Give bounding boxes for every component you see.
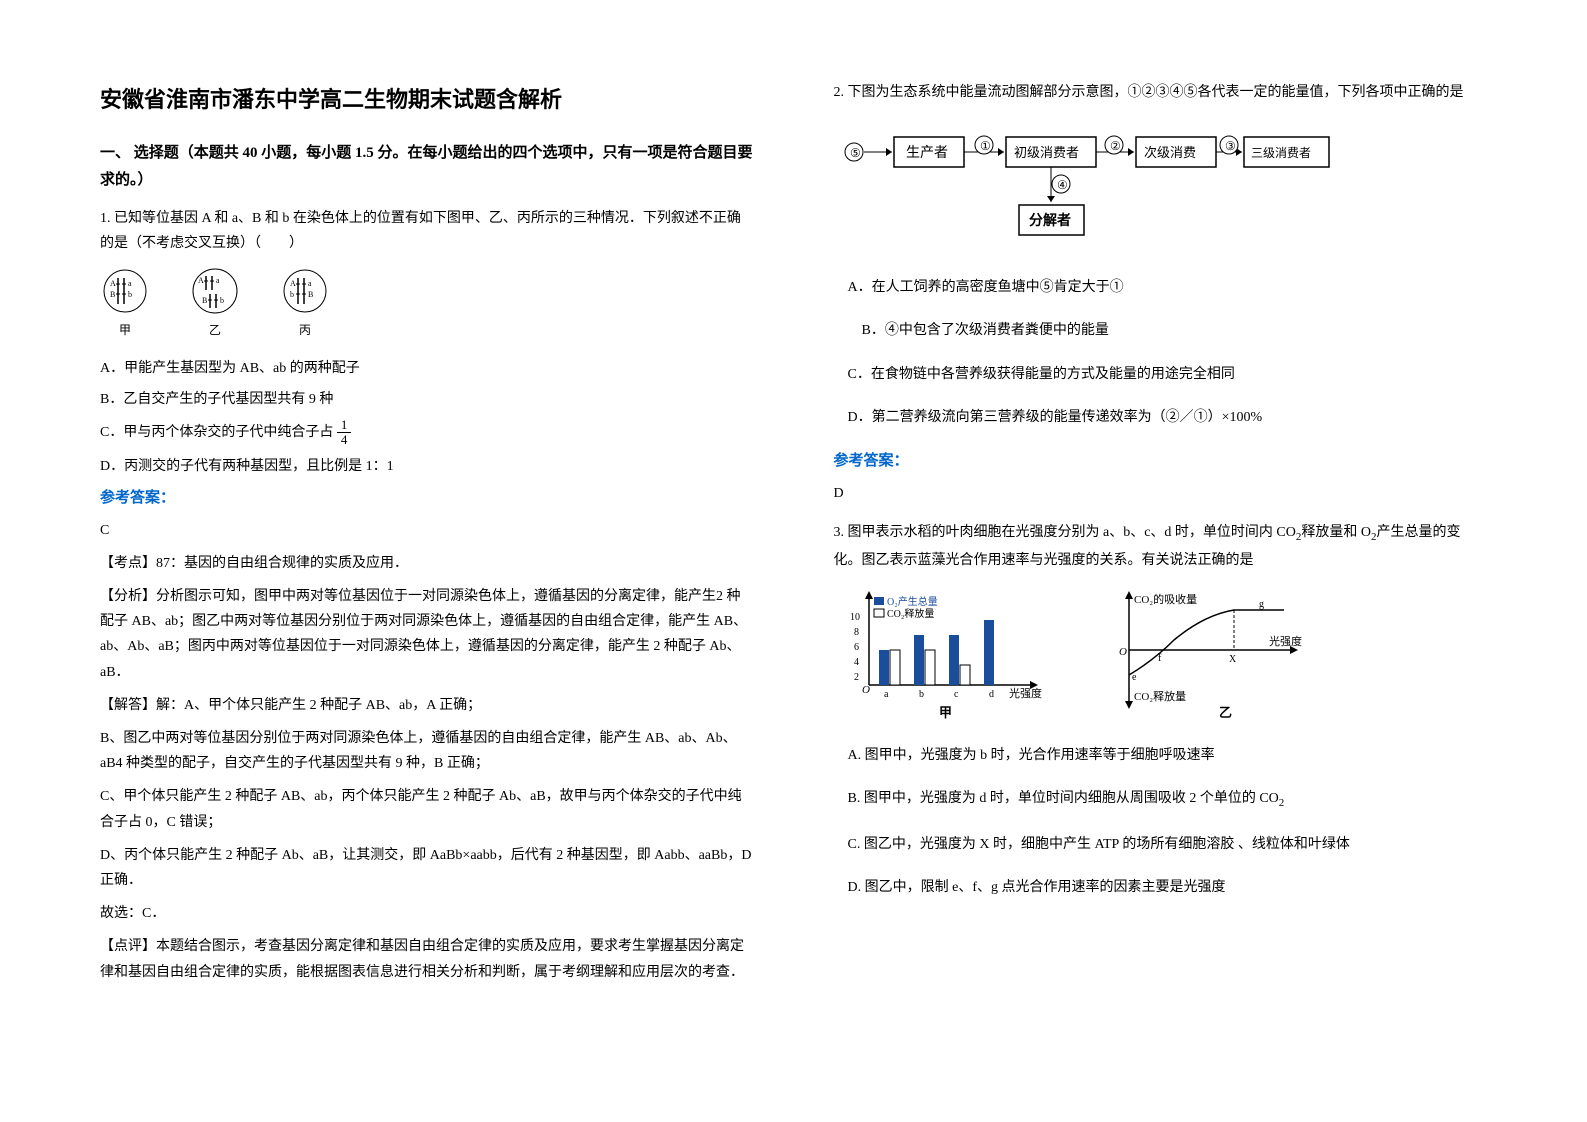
chart-yi: e f g O X 光强度 CO₂的吸收量 CO₂释放量 乙: [1094, 585, 1324, 725]
svg-text:B: B: [110, 290, 115, 299]
q1-answer: C: [100, 518, 754, 543]
q1-analysis-5: C、甲个体只能产生 2 种配子 AB、ab，丙个体只能产生 2 种配子 Ab、a…: [100, 784, 754, 834]
q1-option-d: D．丙测交的子代有两种基因型，且比例是 1：1: [100, 454, 754, 479]
q2-diagram: ⑤ 生产者 ① 初级消费者 ②: [834, 117, 1488, 257]
q1-optc-text: C．甲与丙个体杂交的子代中纯合子占: [100, 425, 333, 440]
svg-text:A: A: [290, 279, 296, 288]
svg-text:②: ②: [1110, 139, 1121, 153]
svg-text:生产者: 生产者: [906, 145, 948, 161]
svg-text:乙: 乙: [1219, 705, 1232, 720]
chromosome-yi-icon: A a B b: [190, 266, 240, 316]
left-column: 安徽省淮南市潘东中学高二生物期末试题含解析 一、 选择题（本题共 40 小题，每…: [100, 80, 754, 993]
svg-text:c: c: [954, 689, 959, 700]
label-bing: 丙: [299, 320, 311, 342]
q1-option-b: B．乙自交产生的子代基因型共有 9 种: [100, 387, 754, 412]
svg-text:①: ①: [980, 139, 991, 153]
svg-text:4: 4: [854, 657, 859, 668]
q3-option-d: D. 图乙中，限制 e、f、g 点光合作用速率的因素主要是光强度: [848, 875, 1488, 900]
label-jia: 甲: [119, 320, 131, 342]
q1-analysis-2: 【分析】分析图示可知，图甲中两对等位基因位于一对同源染色体上，遵循基因的分离定律…: [100, 584, 754, 685]
svg-text:B: B: [202, 296, 207, 305]
svg-text:CO₂释放量: CO₂释放量: [1134, 689, 1186, 703]
label-yi: 乙: [209, 320, 221, 342]
svg-text:6: 6: [854, 642, 859, 653]
svg-text:X: X: [1229, 654, 1237, 665]
svg-text:O₂产生总量: O₂产生总量: [887, 595, 938, 608]
svg-text:CO₂的吸收量: CO₂的吸收量: [1134, 592, 1197, 606]
svg-text:f: f: [1158, 653, 1162, 664]
svg-text:b: b: [290, 290, 294, 299]
svg-text:A: A: [110, 279, 116, 288]
svg-text:b: b: [919, 689, 924, 700]
svg-text:⑤: ⑤: [850, 146, 861, 160]
svg-text:a: a: [884, 689, 889, 700]
answer-label: 参考答案：: [100, 485, 754, 512]
q1-analysis-7: 故选：C．: [100, 901, 754, 926]
svg-text:次级消费: 次级消费: [1144, 145, 1196, 160]
chromosome-jia-icon: A a B b: [100, 266, 150, 316]
svg-text:b: b: [220, 296, 224, 305]
svg-text:O: O: [1119, 646, 1127, 658]
svg-text:a: a: [216, 276, 220, 285]
q3-charts: 2 4 6 8 10 a b c d 光强度: [834, 585, 1488, 725]
svg-text:A: A: [198, 276, 204, 285]
svg-text:b: b: [128, 290, 132, 299]
q2-answer: D: [834, 481, 1488, 506]
svg-text:e: e: [1132, 672, 1137, 683]
svg-text:光强度: 光强度: [1009, 686, 1042, 700]
svg-text:10: 10: [850, 612, 860, 623]
q2-option-b: B．④中包含了次级消费者粪便中的能量: [862, 318, 1488, 343]
q1-analysis-4: B、图乙中两对等位基因分别位于两对同源染色体上，遵循基因的自由组合定律，能产生 …: [100, 726, 754, 776]
svg-text:④: ④: [1057, 178, 1068, 192]
svg-text:初级消费者: 初级消费者: [1014, 145, 1079, 160]
svg-text:a: a: [308, 279, 312, 288]
q3-option-b: B. 图甲中，光强度为 d 时，单位时间内细胞从周围吸收 2 个单位的 CO2: [848, 786, 1488, 814]
q1-option-c: C．甲与丙个体杂交的子代中纯合子占 1 4: [100, 418, 754, 448]
svg-text:g: g: [1259, 599, 1264, 610]
q1-analysis-point: 【考点】87：基因的自由组合规律的实质及应用．: [100, 551, 754, 576]
q2-option-c: C．在食物链中各营养级获得能量的方式及能量的用途完全相同: [848, 362, 1488, 387]
q1-option-a: A．甲能产生基因型为 AB、ab 的两种配子: [100, 356, 754, 381]
q3-option-a: A. 图甲中，光强度为 b 时，光合作用速率等于细胞呼吸速率: [848, 743, 1488, 768]
svg-text:B: B: [308, 290, 313, 299]
svg-text:2: 2: [854, 672, 859, 683]
svg-text:8: 8: [854, 627, 859, 638]
q1-analysis-8: 【点评】本题结合图示，考查基因分离定律和基因自由组合定律的实质及应用，要求考生掌…: [100, 934, 754, 984]
right-column: 2. 下图为生态系统中能量流动图解部分示意图，①②③④⑤各代表一定的能量值，下列…: [834, 80, 1488, 993]
q2-stem: 2. 下图为生态系统中能量流动图解部分示意图，①②③④⑤各代表一定的能量值，下列…: [834, 80, 1488, 105]
chromosome-bing-icon: A a b B: [280, 266, 330, 316]
svg-text:分解者: 分解者: [1029, 212, 1071, 229]
svg-text:O: O: [862, 684, 870, 696]
q3-stem: 3. 图甲表示水稻的叶肉细胞在光强度分别为 a、b、c、d 时，单位时间内 CO…: [834, 520, 1488, 573]
section-header: 一、 选择题（本题共 40 小题，每小题 1.5 分。在每小题给出的四个选项中，…: [100, 140, 754, 194]
q1-diagram: A a B b 甲 A a: [100, 266, 754, 342]
q1-stem: 1. 已知等位基因 A 和 a、B 和 b 在染色体上的位置有如下图甲、乙、丙所…: [100, 206, 754, 256]
q1-analysis-6: D、丙个体只能产生 2 种配子 Ab、aB，让其测交，即 AaBb×aabb，后…: [100, 843, 754, 893]
svg-text:d: d: [989, 689, 994, 700]
svg-text:③: ③: [1225, 139, 1236, 153]
svg-text:光强度: 光强度: [1269, 634, 1302, 648]
svg-text:甲: 甲: [939, 705, 952, 720]
exam-title: 安徽省淮南市潘东中学高二生物期末试题含解析: [100, 80, 754, 120]
q2-option-d: D．第二营养级流向第三营养级的能量传递效率为（②／①）×100%: [848, 405, 1488, 430]
svg-text:三级消费者: 三级消费者: [1251, 146, 1311, 160]
q3-option-c: C. 图乙中，光强度为 X 时，细胞中产生 ATP 的场所有细胞溶胶 、线粒体和…: [848, 832, 1488, 857]
chart-jia: 2 4 6 8 10 a b c d 光强度: [834, 585, 1064, 725]
q2-answer-label: 参考答案：: [834, 448, 1488, 475]
fraction: 1 4: [337, 418, 352, 448]
svg-text:a: a: [128, 279, 132, 288]
svg-text:CO₂释放量: CO₂释放量: [887, 607, 934, 620]
q1-analysis-3: 【解答】解：A、甲个体只能产生 2 种配子 AB、ab，A 正确；: [100, 693, 754, 718]
q2-option-a: A．在人工饲养的高密度鱼塘中⑤肯定大于①: [848, 275, 1488, 300]
